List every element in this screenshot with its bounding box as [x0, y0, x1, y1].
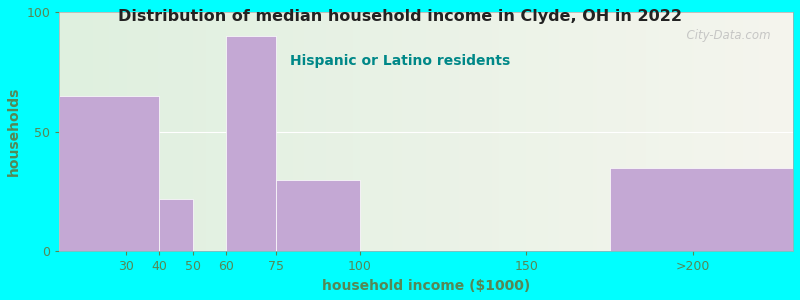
Text: Distribution of median household income in Clyde, OH in 2022: Distribution of median household income … — [118, 9, 682, 24]
Bar — [610, 168, 793, 251]
Text: City-Data.com: City-Data.com — [679, 29, 771, 42]
Bar — [159, 199, 193, 251]
Text: Hispanic or Latino residents: Hispanic or Latino residents — [290, 54, 510, 68]
Bar — [226, 36, 276, 251]
Bar — [276, 180, 359, 251]
Bar — [59, 96, 159, 251]
X-axis label: household income ($1000): household income ($1000) — [322, 279, 530, 293]
Y-axis label: households: households — [7, 87, 21, 176]
